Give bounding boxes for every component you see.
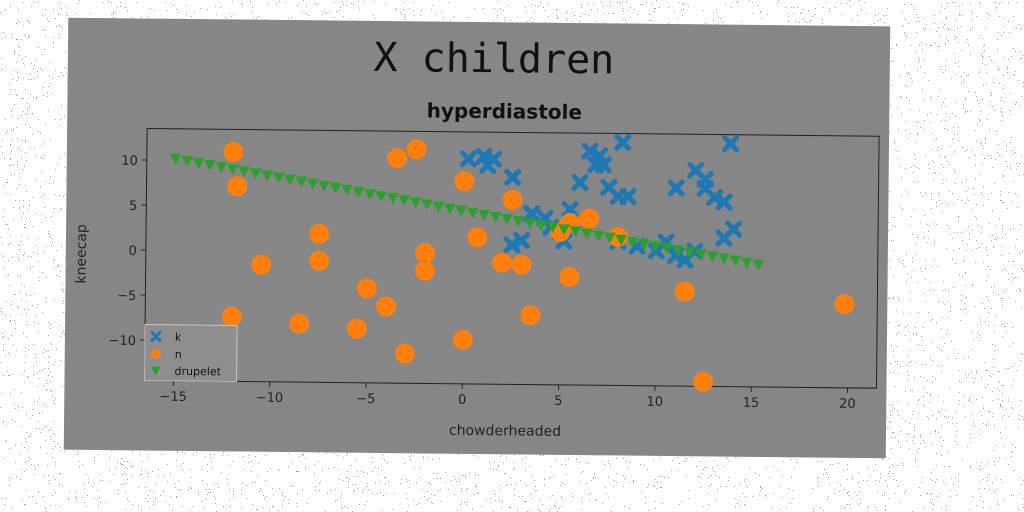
chart-figure: X children hyperdiastole −15 −10 −5 0 5 10 15 2… [64, 18, 890, 459]
figure-suptitle: X children [373, 35, 614, 84]
legend-label: n [175, 348, 182, 361]
x-tick-label: 20 [839, 397, 856, 412]
y-axis-label: kneecap [74, 224, 91, 284]
scatter-chart: X children hyperdiastole −15 −10 −5 0 5 10 15 2… [64, 18, 890, 459]
x-tick-label: 5 [554, 394, 562, 409]
x-axis-label: chowderheaded [449, 423, 561, 440]
y-tick-label: 10 [121, 154, 138, 169]
x-tick-label: −10 [256, 391, 284, 406]
chart-title: hyperdiastole [427, 98, 583, 124]
y-tick-label: −5 [117, 289, 136, 304]
y-tick-label: 5 [129, 199, 137, 214]
legend: kn drupelet [144, 325, 237, 382]
y-tick-label: 0 [128, 244, 136, 259]
x-tick-label: −5 [356, 392, 375, 407]
x-tick-label: 0 [458, 393, 466, 408]
x-tick-label: −15 [159, 390, 187, 405]
x-tick-label: 15 [743, 396, 760, 411]
legend-label: drupelet [175, 365, 222, 378]
legend-label: k [175, 331, 182, 344]
x-tick-label: 10 [646, 395, 663, 410]
y-tick-label: −10 [108, 334, 136, 349]
